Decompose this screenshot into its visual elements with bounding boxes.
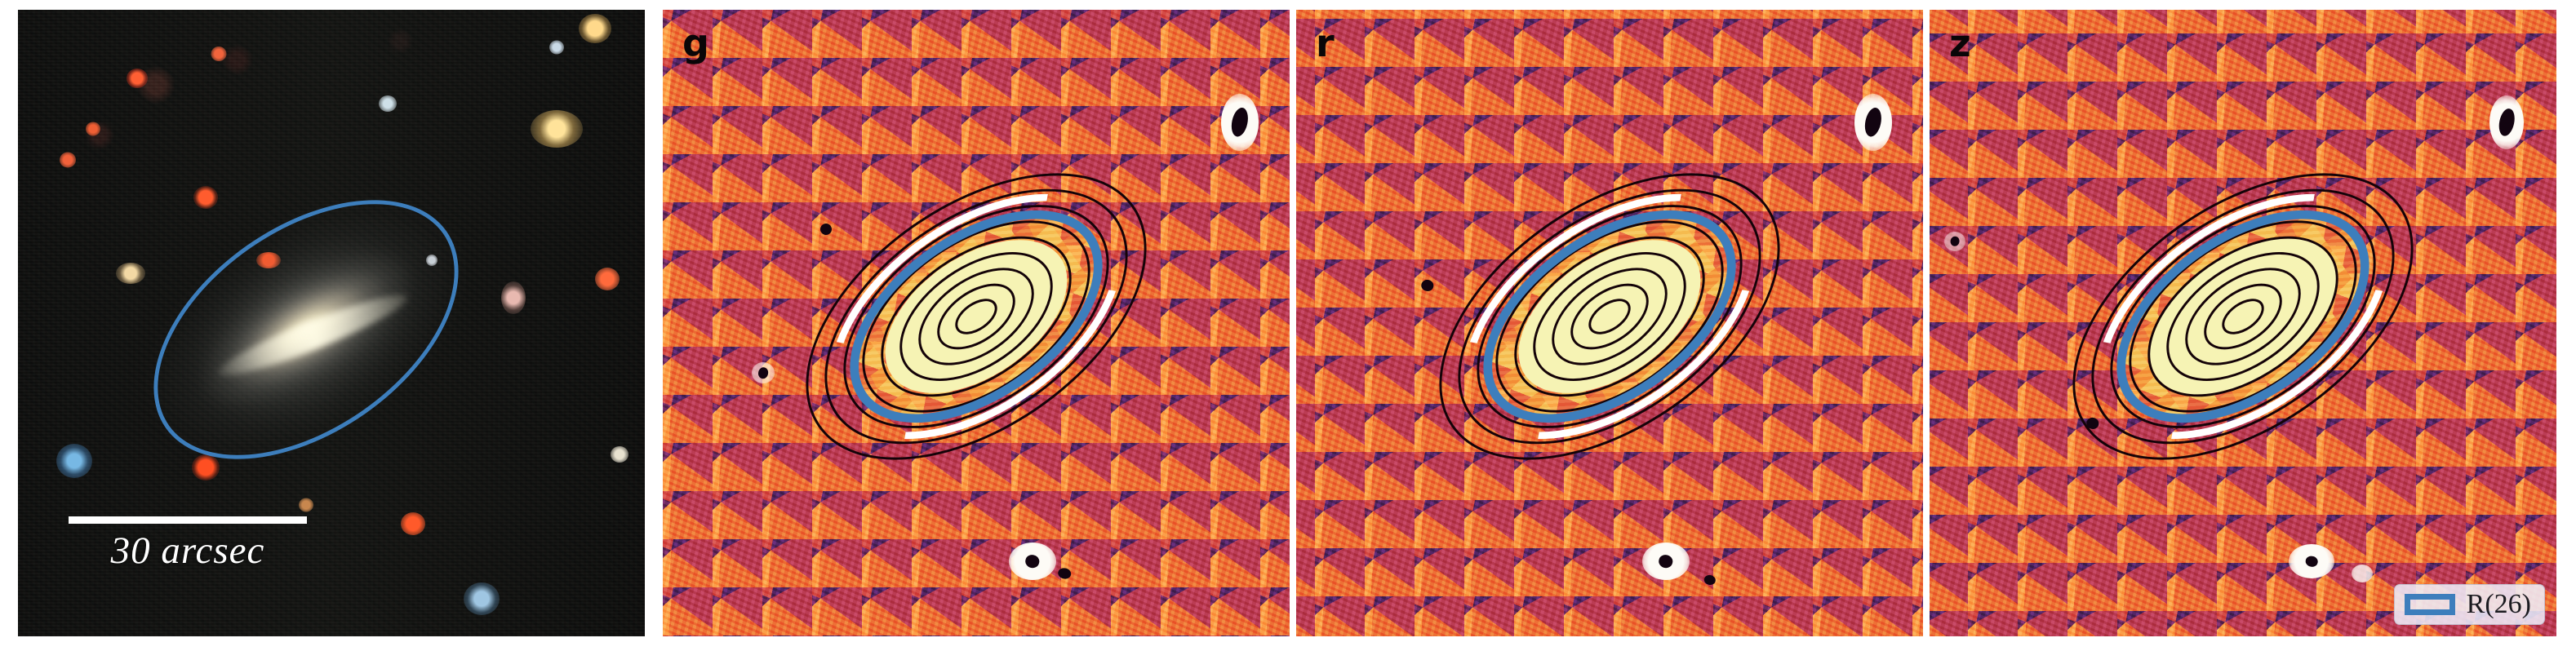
field-source [611, 446, 629, 463]
field-source [116, 262, 146, 284]
panel-band-g: g [663, 10, 1290, 636]
field-source [192, 454, 220, 480]
legend: R(26) [2393, 584, 2545, 625]
masked-star [1054, 565, 1075, 582]
field-source [464, 582, 500, 615]
panel-band-z: z R(26) [1930, 10, 2556, 636]
panel-rgb-composite: 30 arcsec [18, 10, 645, 636]
field-source [299, 498, 314, 512]
legend-label-r26: R(26) [2466, 589, 2531, 619]
masked-star [1419, 277, 1437, 294]
masked-star [2489, 95, 2524, 150]
field-source [126, 69, 148, 89]
field-source [211, 46, 227, 61]
field-source [549, 40, 565, 55]
masked-star [1220, 94, 1259, 152]
field-source [86, 122, 101, 136]
masked-star [1700, 572, 1720, 588]
masked-star [751, 362, 775, 384]
field-source [379, 95, 398, 113]
legend-swatch-r26 [2404, 594, 2455, 615]
masked-star [1009, 542, 1057, 580]
field-source [578, 14, 611, 44]
field-source [56, 443, 93, 478]
field-source [256, 252, 282, 269]
field-source [594, 268, 620, 291]
masked-star [1854, 94, 1892, 152]
scale-bar-label: 30 arcsec [110, 529, 265, 572]
masked-star [1943, 232, 1965, 252]
field-source [425, 255, 437, 267]
band-label-r: r [1316, 21, 1335, 65]
band-label-z: z [1949, 21, 1971, 65]
masked-star [2289, 543, 2335, 578]
field-source [531, 109, 584, 148]
scale-bar [69, 516, 307, 524]
field-source [400, 512, 425, 535]
masked-star [1642, 542, 1690, 580]
band-label-g: g [682, 21, 709, 65]
panel-band-r: r [1296, 10, 1923, 636]
masked-star [818, 221, 834, 237]
field-source [193, 186, 219, 210]
field-source [500, 281, 526, 315]
field-source [60, 152, 77, 168]
masked-star [2351, 565, 2373, 583]
